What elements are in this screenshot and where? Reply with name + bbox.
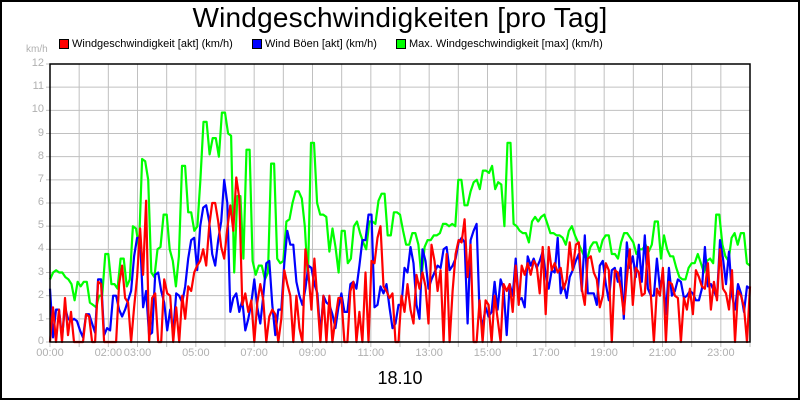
chart-title: Windgeschwindigkeiten [pro Tag] <box>192 2 608 33</box>
legend-item-max-wind-speed: Max. Windgeschwindigkeit [max] (km/h) <box>396 38 603 50</box>
y-axis-unit-label: km/h <box>26 44 48 55</box>
legend-label: Windgeschwindigkeit [akt] (km/h) <box>72 38 233 50</box>
green-swatch-icon <box>396 39 406 49</box>
blue-swatch-icon <box>252 39 262 49</box>
plot-border <box>49 63 751 343</box>
series-line <box>48 111 751 309</box>
x-tick-label: 05:00 <box>182 347 210 359</box>
y-tick-label: 0 <box>37 335 44 347</box>
legend-item-wind-gusts: Wind Böen [akt] (km/h) <box>252 38 377 50</box>
y-tick-label: 6 <box>37 196 44 208</box>
y-tick-label: 8 <box>37 149 44 162</box>
y-tick-label: 11 <box>32 80 44 93</box>
x-tick-label: 19:00 <box>590 347 618 359</box>
x-tick-label: 02:00 <box>94 347 123 359</box>
x-tick-label: 00:00 <box>36 347 64 359</box>
date-label: 18.10 <box>377 368 423 388</box>
y-tick-label: 9 <box>37 126 44 139</box>
x-tick-label: 13:00 <box>415 347 443 359</box>
y-tick-label: 3 <box>37 265 44 278</box>
x-tick-label: 15:00 <box>473 347 502 359</box>
x-tick-label: 21:00 <box>648 347 677 359</box>
x-tick-label: 03:00 <box>123 347 152 359</box>
legend-label: Max. Windgeschwindigkeit [max] (km/h) <box>409 38 603 50</box>
y-tick-label: 10 <box>31 103 44 116</box>
x-tick-label: 17:00 <box>532 347 560 359</box>
y-tick-label: 12 <box>31 57 44 69</box>
series-line <box>48 176 752 344</box>
y-tick-label: 2 <box>37 288 44 301</box>
y-tick-label: 5 <box>37 219 44 232</box>
x-tick-label: 23:00 <box>707 347 735 359</box>
legend-item-wind-speed: Windgeschwindigkeit [akt] (km/h) <box>59 38 233 50</box>
y-tick-label: 7 <box>37 172 44 185</box>
x-tick-label: 11:00 <box>357 347 385 359</box>
x-tick-label: 07:00 <box>240 347 268 359</box>
y-tick-label: 1 <box>37 311 44 324</box>
x-tick-label: 09:00 <box>298 347 327 359</box>
red-swatch-icon <box>59 39 69 49</box>
y-tick-label: 4 <box>37 242 44 255</box>
legend-label: Wind Böen [akt] (km/h) <box>265 38 377 50</box>
